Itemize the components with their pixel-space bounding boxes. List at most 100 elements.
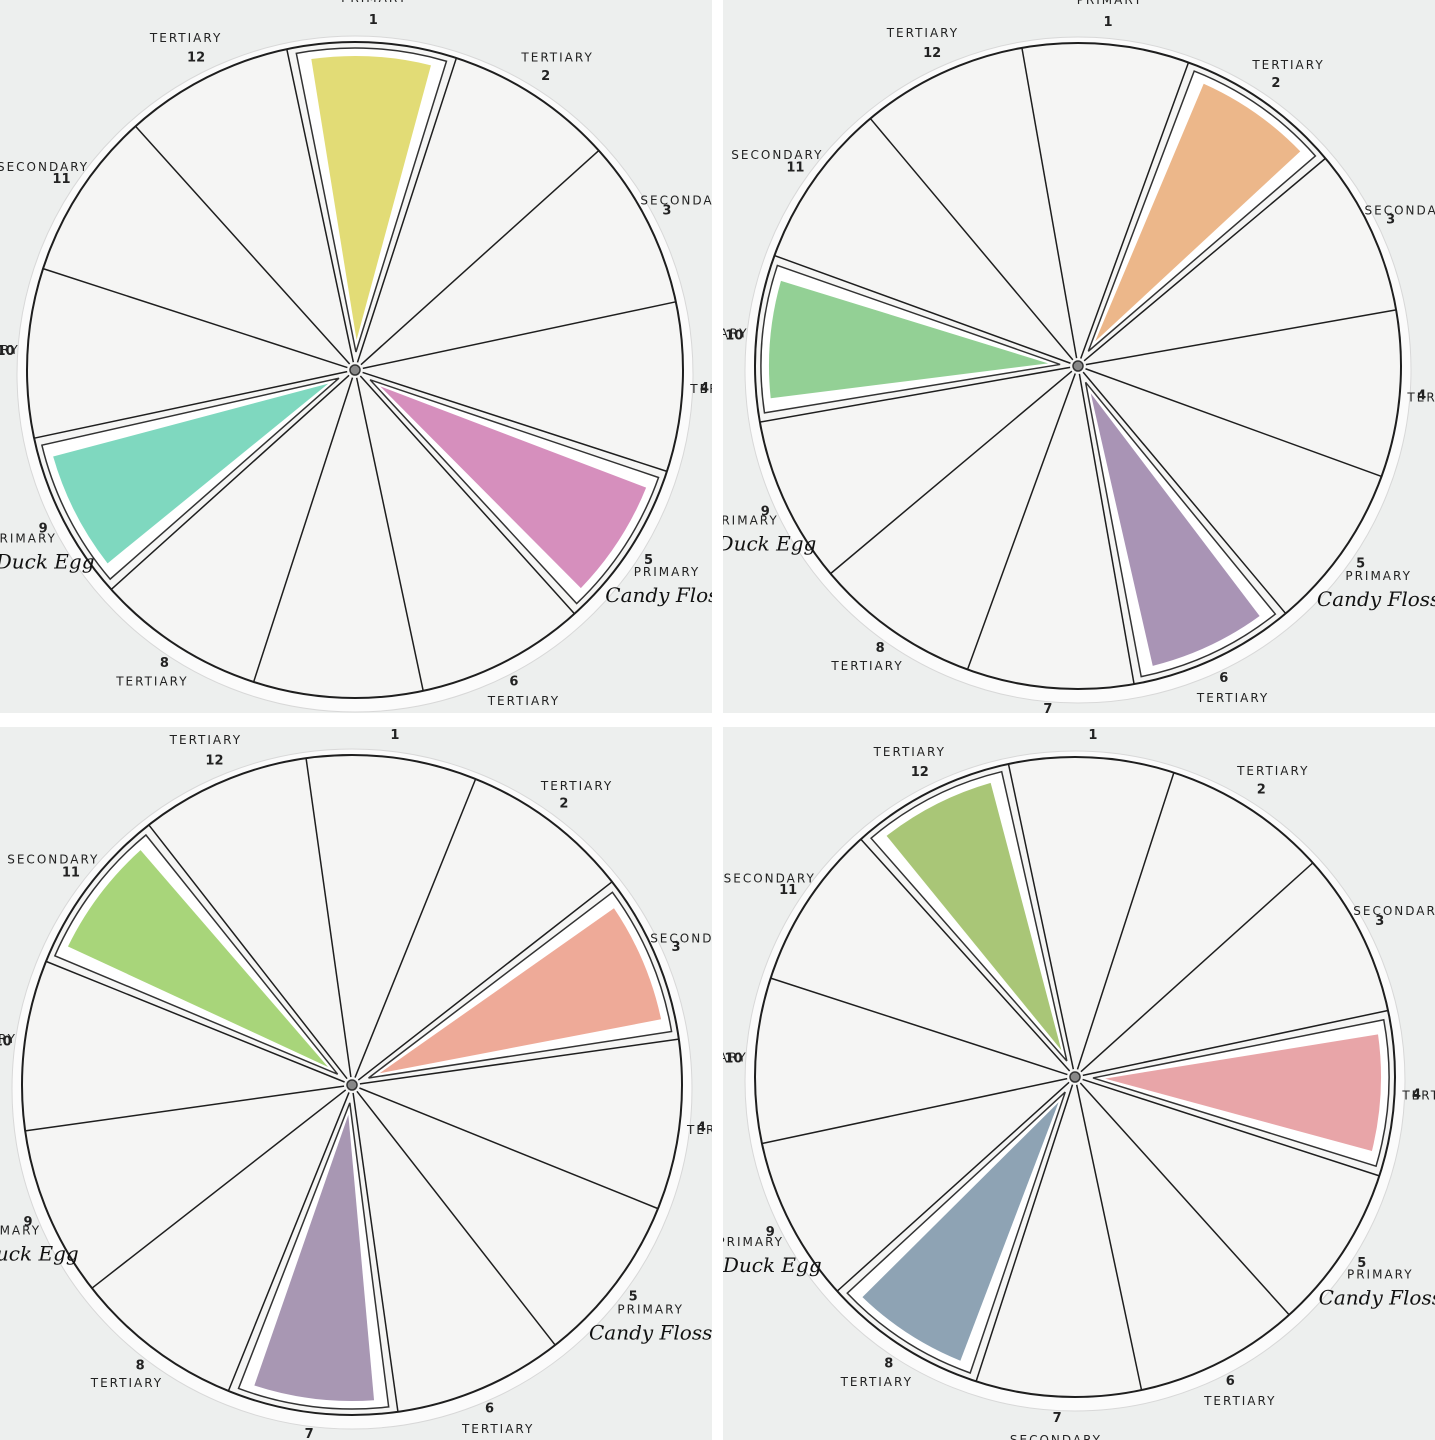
segment-kind: SECONDARY — [640, 194, 732, 208]
segment-number: 12 — [923, 46, 941, 61]
segment-line — [305, 758, 352, 1078]
segment-number: 2 — [559, 796, 568, 811]
segment-number: 4 — [697, 1120, 706, 1135]
segment-line — [1075, 1084, 1143, 1391]
segment-line — [1076, 772, 1175, 1070]
segment-line — [1082, 371, 1287, 614]
segment-line — [830, 370, 1073, 575]
segment-line — [354, 778, 477, 1078]
segment-kind: TERTIARY — [0, 1032, 17, 1046]
segment-kind: TERTIARY — [830, 659, 903, 673]
segment-number: 7 — [305, 1427, 314, 1440]
painted-segment — [886, 782, 1062, 1051]
segment-number: 12 — [187, 51, 205, 66]
segment-kind: TERTIARY — [169, 733, 242, 747]
segment-line — [759, 366, 1071, 423]
segment-number: 6 — [1219, 671, 1228, 686]
segment-number: 3 — [662, 204, 671, 219]
painted-segment — [769, 280, 1049, 399]
segment-line — [42, 267, 348, 369]
handwritten-note: Candy Floss — [1317, 587, 1435, 611]
segment-line — [362, 371, 668, 473]
painted-segment — [311, 56, 431, 341]
segment-line — [25, 1085, 345, 1132]
segment-kind: SECONDARY — [724, 871, 816, 885]
segment-number: 11 — [779, 883, 797, 898]
segment-kind: PRIMARY — [717, 1235, 784, 1249]
handwritten-note: ana Duck Egg — [0, 549, 94, 573]
segment-number: 7 — [1043, 702, 1052, 717]
segment-kind: SECONDARY — [1010, 1433, 1102, 1440]
handwritten-note: ana Duck Egg — [674, 532, 816, 556]
segment-kind: TERTIARY — [1406, 390, 1435, 404]
segment-kind: PRIMARY — [1077, 0, 1144, 7]
segment-number: 4 — [700, 381, 709, 396]
segment-kind: PRIMARY — [1345, 569, 1412, 583]
segment-kind: TERTIARY — [1196, 691, 1269, 705]
segment-number: 7 — [332, 712, 341, 727]
segment-line — [355, 377, 424, 691]
photo-panel: 1PRIMARY2TERTIARY3SECONDARY4TERTIARY5PRI… — [0, 727, 742, 1440]
photo-panel: 1PRIMARY2TERTIARY3SECONDARY4TERTIARY5PRI… — [674, 0, 1435, 717]
painted-segment — [1095, 83, 1301, 342]
segment-line — [148, 824, 348, 1080]
segment-line — [1083, 157, 1326, 362]
segment-number: 6 — [509, 674, 518, 689]
segment-line — [356, 1090, 556, 1346]
segment-line — [352, 1092, 399, 1412]
segment-number: 5 — [629, 1289, 638, 1304]
segment-kind: TERTIARY — [487, 694, 560, 708]
segment-kind: TERTIARY — [886, 26, 959, 40]
segment-number: 2 — [1271, 76, 1280, 91]
painted-segment — [862, 1102, 1059, 1361]
segment-number: 9 — [23, 1215, 32, 1230]
segment-kind: PRIMARY — [341, 0, 408, 5]
segment-number: 1 — [390, 728, 399, 743]
segment-kind: TERTIARY — [873, 745, 946, 759]
segment-kind: TERTIARY — [115, 674, 188, 688]
segment-number: 10 — [0, 1035, 12, 1050]
segment-number: 5 — [1356, 556, 1365, 571]
segment-number: 10 — [0, 344, 15, 359]
segment-line — [91, 1089, 347, 1289]
segment-kind: PRIMARY — [617, 1303, 684, 1317]
segment-line — [1021, 47, 1078, 359]
handwritten-note: ana Duck Egg — [680, 1253, 822, 1277]
handwritten-note: Candy Floss — [589, 1321, 712, 1345]
segment-kind: TERTIARY — [0, 343, 20, 357]
center-pin — [349, 364, 361, 376]
segment-number: 8 — [884, 1356, 893, 1371]
segment-number: 3 — [671, 940, 680, 955]
segment-line — [1079, 1082, 1290, 1316]
painted-segment — [1090, 393, 1260, 666]
segment-line — [1085, 368, 1382, 478]
segment-kind: SECONDARY — [0, 160, 89, 174]
segment-kind: PRIMARY — [0, 1224, 41, 1238]
painted-segment — [254, 1114, 375, 1401]
painted-segment — [53, 383, 329, 564]
segment-kind: PRIMARY — [712, 514, 779, 528]
segment-kind: TERTIARY — [674, 1050, 747, 1064]
segment-line — [356, 57, 458, 363]
segment-kind: SECONDARY — [1353, 904, 1435, 918]
segment-line — [860, 838, 1071, 1072]
segment-number: 10 — [725, 328, 743, 343]
segment-kind: SECONDARY — [650, 931, 742, 945]
segment-line — [362, 301, 676, 370]
segment-number: 8 — [160, 656, 169, 671]
painted-segment — [380, 386, 647, 589]
segment-line — [770, 977, 1068, 1076]
segment-kind: TERTIARY — [1251, 58, 1324, 72]
segment-line — [1080, 62, 1190, 359]
segment-line — [360, 149, 600, 366]
painted-segment — [379, 908, 662, 1074]
segment-number: 1 — [369, 13, 378, 28]
segment-line — [774, 254, 1071, 364]
segment-kind: TERTIARY — [675, 327, 748, 341]
segment-line — [975, 1084, 1074, 1382]
segment-number: 7 — [1053, 1411, 1062, 1426]
segment-number: 3 — [1386, 213, 1395, 228]
segment-kind: TERTIARY — [149, 31, 222, 45]
segment-number: 2 — [1257, 783, 1266, 798]
handwritten-note: Candy Floss — [1319, 1286, 1435, 1310]
